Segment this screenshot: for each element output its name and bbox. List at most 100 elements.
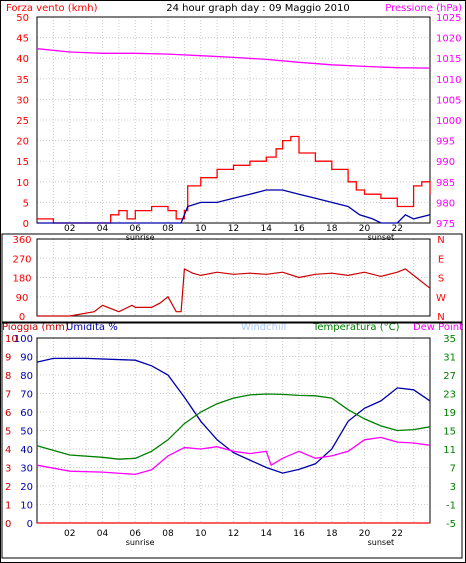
temp-y-tick--5: -5 <box>446 519 456 530</box>
pressure-y-tick-975: 975 <box>436 219 455 230</box>
wind-y-tick-40: 40 <box>16 54 29 65</box>
wind-y-tick-50: 50 <box>16 13 29 24</box>
temp-y-tick-19: 19 <box>443 408 456 419</box>
pressure-y-tick-990: 990 <box>436 157 455 168</box>
pressure-axis-label: Pressione (hPa) <box>385 3 462 14</box>
temp-panel-border <box>1 322 463 559</box>
pressure-y-tick-1000: 1000 <box>436 116 461 127</box>
wind-x-tick-14: 14 <box>261 224 273 234</box>
wind-x-tick-02: 02 <box>64 224 75 234</box>
dir-y-tick-270: 270 <box>12 254 31 265</box>
chart-title: 24 hour graph day : 09 Maggio 2010 <box>166 3 349 14</box>
temp-x-tick-06: 06 <box>130 529 142 539</box>
rain-y-tick-3: 3 <box>5 464 11 475</box>
rain-y-tick-7: 7 <box>5 390 11 401</box>
humidity-y-tick-40: 40 <box>20 445 33 456</box>
wind-x-tick-04: 04 <box>97 224 109 234</box>
rain-y-tick-4: 4 <box>5 445 11 456</box>
temperature-axis-label: Temperatura (°C) <box>312 322 400 333</box>
rain-y-tick-8: 8 <box>5 371 11 382</box>
temp-sunrise-label: sunrise <box>126 538 155 547</box>
temp-y-tick-23: 23 <box>443 390 456 401</box>
wind-x-tick-22: 22 <box>392 224 403 234</box>
series-dew-point <box>36 436 431 476</box>
rain-y-tick-10: 10 <box>5 334 18 345</box>
dir-compass-S-2: S <box>438 274 444 285</box>
temp-y-tick-3: 3 <box>450 482 456 493</box>
humidity-y-tick-0: 0 <box>27 519 33 530</box>
pressure-y-tick-995: 995 <box>436 137 455 148</box>
pressure-y-tick-1025: 1025 <box>436 13 461 24</box>
dir-compass-E-3: E <box>438 254 444 265</box>
temp-y-tick-11: 11 <box>443 445 456 456</box>
pressure-y-tick-985: 985 <box>436 178 455 189</box>
wind-x-tick-20: 20 <box>359 224 371 234</box>
wind-y-tick-20: 20 <box>16 137 29 148</box>
direction-panel-border <box>1 233 463 323</box>
wind-sunset-label: sunset <box>368 233 395 242</box>
wind-plot-frame <box>36 16 431 224</box>
humidity-y-tick-50: 50 <box>20 427 33 438</box>
wind-y-tick-35: 35 <box>16 75 29 86</box>
temperature-humidity-panel: 0123456789100102030405060708090100-5-137… <box>1 322 463 559</box>
temp-y-tick-27: 27 <box>443 371 456 382</box>
dir-compass-N-0: N <box>437 312 444 323</box>
humidity-y-tick-60: 60 <box>20 408 33 419</box>
wind-x-tick-12: 12 <box>228 224 239 234</box>
wind-pressure-panel: 0510152025303540455097598098599099510001… <box>16 13 461 242</box>
temp-y-tick--1: -1 <box>446 501 456 512</box>
rain-y-tick-1: 1 <box>5 501 11 512</box>
wind-y-tick-45: 45 <box>16 34 29 45</box>
wind-y-tick-10: 10 <box>16 178 29 189</box>
wind-x-tick-06: 06 <box>130 224 142 234</box>
series-temperatura <box>36 393 431 460</box>
rain-axis-label: Pioggia (mm) <box>2 322 69 333</box>
wind-y-tick-0: 0 <box>23 219 29 230</box>
rain-y-tick-0: 0 <box>5 519 11 530</box>
series-umidita <box>36 357 431 474</box>
temp-y-tick-7: 7 <box>450 464 456 475</box>
wind-x-tick-08: 08 <box>162 224 174 234</box>
humidity-y-tick-80: 80 <box>20 371 33 382</box>
humidity-y-tick-10: 10 <box>20 501 33 512</box>
humidity-y-tick-90: 90 <box>20 353 33 364</box>
dir-compass-N-4: N <box>437 235 444 246</box>
temp-x-tick-20: 20 <box>359 529 371 539</box>
dir-y-tick-180: 180 <box>12 274 31 285</box>
temp-x-tick-22: 22 <box>392 529 403 539</box>
temp-x-tick-12: 12 <box>228 529 239 539</box>
wind-y-tick-25: 25 <box>16 116 29 127</box>
humidity-y-tick-30: 30 <box>20 464 33 475</box>
temp-x-tick-02: 02 <box>64 529 75 539</box>
dewpoint-legend: Dew Point <box>413 322 463 333</box>
wind-y-tick-5: 5 <box>23 198 29 209</box>
humidity-y-tick-70: 70 <box>20 390 33 401</box>
series-forza-vento <box>37 189 431 224</box>
dir-y-tick-360: 360 <box>12 235 31 246</box>
series-pressione <box>36 48 431 69</box>
temp-x-tick-14: 14 <box>261 529 273 539</box>
temp-y-tick-15: 15 <box>443 427 456 438</box>
humidity-y-tick-20: 20 <box>20 482 33 493</box>
dir-y-tick-0: 0 <box>19 312 25 323</box>
rain-y-tick-6: 6 <box>5 408 11 419</box>
wind-y-tick-30: 30 <box>16 95 29 106</box>
series-raffica <box>37 135 431 224</box>
wind-y-tick-15: 15 <box>16 157 29 168</box>
wind-x-tick-10: 10 <box>195 224 207 234</box>
pressure-y-tick-1010: 1010 <box>436 75 461 86</box>
windchill-legend: Windchill <box>241 322 286 333</box>
wind-x-tick-16: 16 <box>293 224 305 234</box>
pressure-y-tick-1005: 1005 <box>436 95 461 106</box>
temp-sunset-label: sunset <box>368 538 395 547</box>
humidity-axis-label: Umidita % <box>66 322 118 333</box>
series-wind-direction <box>37 267 431 317</box>
dir-y-tick-90: 90 <box>16 293 29 304</box>
rain-y-tick-9: 9 <box>5 353 11 364</box>
temp-y-tick-31: 31 <box>443 353 456 364</box>
wind-axis-label: Forza vento (kmh) <box>6 3 98 14</box>
rain-y-tick-5: 5 <box>5 427 11 438</box>
temp-x-tick-16: 16 <box>293 529 305 539</box>
dir-plot-frame <box>36 238 431 317</box>
